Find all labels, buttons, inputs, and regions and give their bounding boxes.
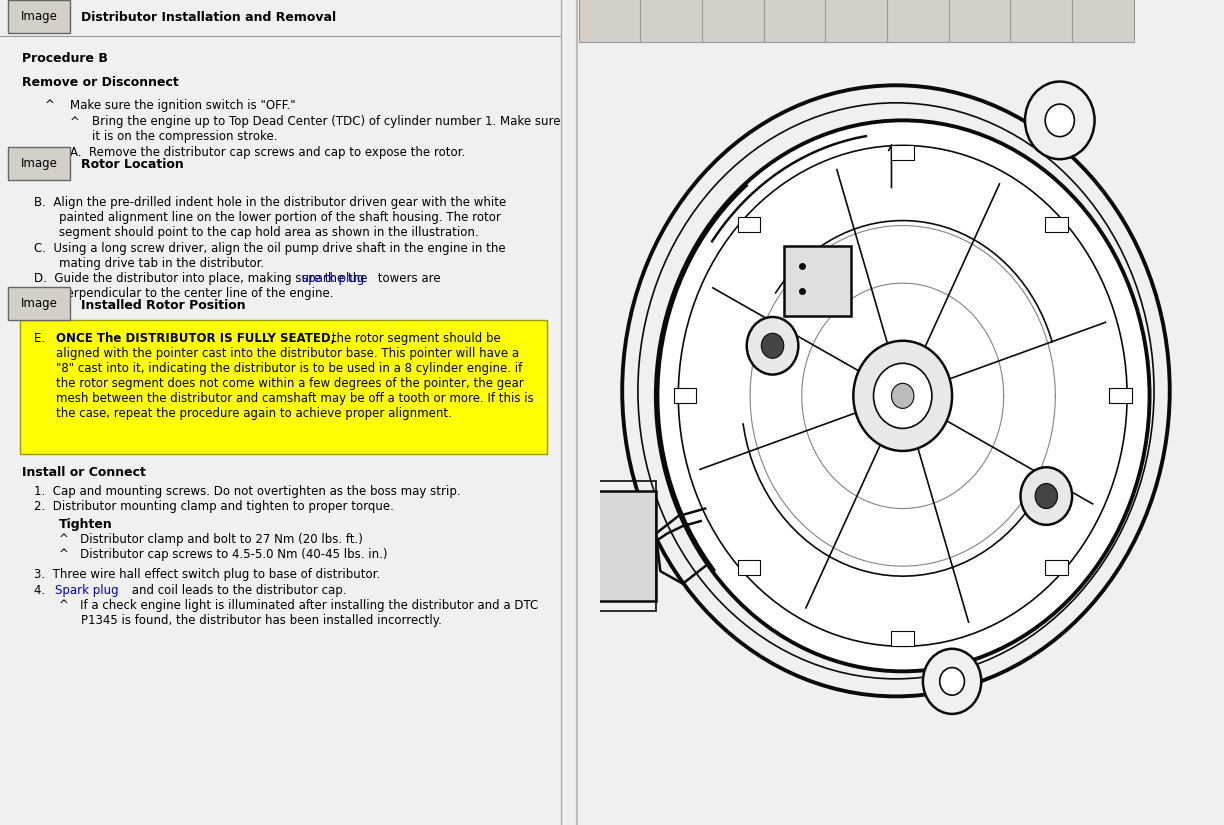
Text: B.  Align the pre-drilled indent hole in the distributor driven gear with the wh: B. Align the pre-drilled indent hole in … <box>33 196 506 210</box>
FancyBboxPatch shape <box>579 0 641 42</box>
Circle shape <box>1021 467 1072 525</box>
FancyBboxPatch shape <box>764 0 826 42</box>
FancyBboxPatch shape <box>738 560 760 575</box>
Text: E.: E. <box>33 332 53 346</box>
Text: ^   If a check engine light is illuminated after installing the distributor and : ^ If a check engine light is illuminated… <box>59 599 539 612</box>
Text: Bring the engine up to Top Dead Center (TDC) of cylinder number 1. Make sure: Bring the engine up to Top Dead Center (… <box>93 116 561 129</box>
Text: ^   Distributor clamp and bolt to 27 Nm (20 lbs. ft.): ^ Distributor clamp and bolt to 27 Nm (2… <box>59 533 362 546</box>
Text: the case, repeat the procedure again to achieve proper alignment.: the case, repeat the procedure again to … <box>56 407 452 420</box>
Text: C.  Using a long screw driver, align the oil pump drive shaft in the engine in t: C. Using a long screw driver, align the … <box>33 242 506 255</box>
Text: D.  Guide the distributor into place, making sure the the: D. Guide the distributor into place, mak… <box>33 272 371 285</box>
FancyBboxPatch shape <box>738 216 760 232</box>
Text: painted alignment line on the lower portion of the shaft housing. The rotor: painted alignment line on the lower port… <box>59 211 501 224</box>
Text: mesh between the distributor and camshaft may be off a tooth or more. If this is: mesh between the distributor and camshaf… <box>56 392 534 405</box>
FancyBboxPatch shape <box>1072 0 1135 42</box>
FancyBboxPatch shape <box>887 0 950 42</box>
Text: aligned with the pointer cast into the distributor base. This pointer will have : aligned with the pointer cast into the d… <box>56 347 519 361</box>
Circle shape <box>761 333 783 358</box>
FancyBboxPatch shape <box>9 287 70 320</box>
Circle shape <box>656 120 1149 672</box>
Text: mating drive tab in the distributor.: mating drive tab in the distributor. <box>59 257 264 270</box>
Circle shape <box>1045 104 1075 137</box>
FancyBboxPatch shape <box>701 0 764 42</box>
Text: 1.  Cap and mounting screws. Do not overtighten as the boss may strip.: 1. Cap and mounting screws. Do not overt… <box>33 485 460 498</box>
Text: Tighten: Tighten <box>59 518 113 531</box>
Circle shape <box>853 341 952 451</box>
Text: spark plug: spark plug <box>301 272 364 285</box>
Text: perpendicular to the center line of the engine.: perpendicular to the center line of the … <box>59 287 333 300</box>
Bar <box>783 246 851 316</box>
Circle shape <box>747 317 798 375</box>
Text: Image: Image <box>21 297 58 310</box>
FancyBboxPatch shape <box>891 631 914 646</box>
Circle shape <box>1024 82 1094 159</box>
Text: ONCE The DISTRIBUTOR IS FULLY SEATED,: ONCE The DISTRIBUTOR IS FULLY SEATED, <box>56 332 335 346</box>
FancyBboxPatch shape <box>673 389 696 403</box>
Text: 3.  Three wire hall effect switch plug to base of distributor.: 3. Three wire hall effect switch plug to… <box>33 568 379 582</box>
Text: 4.: 4. <box>33 584 53 597</box>
Text: and coil leads to the distributor cap.: and coil leads to the distributor cap. <box>127 584 346 597</box>
FancyBboxPatch shape <box>891 145 914 160</box>
FancyBboxPatch shape <box>640 0 703 42</box>
FancyBboxPatch shape <box>1010 0 1072 42</box>
Text: ^   Distributor cap screws to 4.5-5.0 Nm (40-45 lbs. in.): ^ Distributor cap screws to 4.5-5.0 Nm (… <box>59 548 387 561</box>
FancyBboxPatch shape <box>9 147 70 180</box>
Text: ^: ^ <box>70 116 80 129</box>
Text: Image: Image <box>21 10 58 23</box>
Circle shape <box>874 363 931 428</box>
Bar <box>562 536 589 556</box>
Text: 2.  Distributor mounting clamp and tighten to proper torque.: 2. Distributor mounting clamp and tighte… <box>33 500 393 513</box>
Text: Remove or Disconnect: Remove or Disconnect <box>22 76 179 89</box>
FancyBboxPatch shape <box>949 0 1011 42</box>
Text: the rotor segment does not come within a few degrees of the pointer, the gear: the rotor segment does not come within a… <box>56 377 524 390</box>
FancyBboxPatch shape <box>9 0 70 33</box>
Text: the rotor segment should be: the rotor segment should be <box>328 332 501 346</box>
Text: Procedure B: Procedure B <box>22 52 108 65</box>
Text: Distributor Installation and Removal: Distributor Installation and Removal <box>81 11 337 24</box>
Text: Make sure the ignition switch is "OFF.": Make sure the ignition switch is "OFF." <box>70 99 296 112</box>
Text: Install or Connect: Install or Connect <box>22 466 147 479</box>
Text: Rotor Location: Rotor Location <box>81 158 184 172</box>
Circle shape <box>1036 483 1058 508</box>
Circle shape <box>891 384 914 408</box>
Text: it is on the compression stroke.: it is on the compression stroke. <box>93 130 278 144</box>
FancyBboxPatch shape <box>1045 216 1067 232</box>
Bar <box>562 571 589 592</box>
FancyBboxPatch shape <box>1109 389 1131 403</box>
Text: towers are: towers are <box>375 272 441 285</box>
Bar <box>562 501 589 521</box>
Circle shape <box>923 648 982 714</box>
Text: "8" cast into it, indicating the distributor is to be used in a 8 cylinder engin: "8" cast into it, indicating the distrib… <box>56 362 523 375</box>
Bar <box>589 491 656 601</box>
Text: Spark plug: Spark plug <box>55 584 119 597</box>
Text: Installed Rotor Position: Installed Rotor Position <box>81 299 246 312</box>
Text: Image: Image <box>21 157 58 170</box>
Text: segment should point to the cap hold area as shown in the illustration.: segment should point to the cap hold are… <box>59 226 479 239</box>
Circle shape <box>940 667 965 695</box>
Bar <box>557 481 656 611</box>
FancyBboxPatch shape <box>20 320 547 454</box>
FancyBboxPatch shape <box>825 0 887 42</box>
Text: P1345 is found, the distributor has been installed incorrectly.: P1345 is found, the distributor has been… <box>81 614 442 627</box>
Text: ^: ^ <box>45 99 55 112</box>
FancyBboxPatch shape <box>1045 560 1067 575</box>
Text: A.  Remove the distributor cap screws and cap to expose the rotor.: A. Remove the distributor cap screws and… <box>70 146 465 159</box>
